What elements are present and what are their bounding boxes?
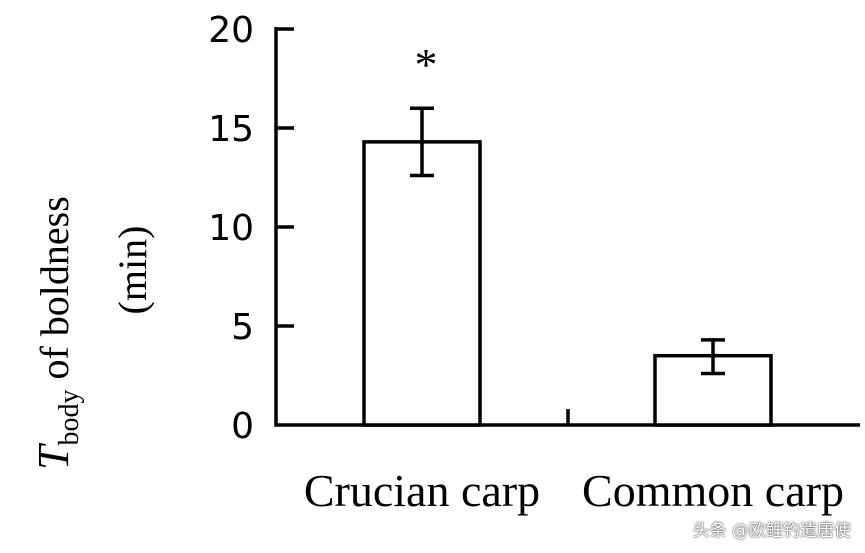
bar-crucian-carp — [362, 140, 482, 427]
y-label-sub: body — [54, 390, 85, 446]
x-category-label: Common carp — [582, 465, 844, 516]
y-axis-unit: (min) — [110, 226, 155, 315]
y-tick-label: 0 — [231, 406, 254, 447]
y-tick-label: 15 — [208, 109, 254, 150]
x-category-label: Crucian carp — [304, 465, 540, 516]
y-label-rest: of boldness — [32, 196, 77, 389]
y-tick-label: 5 — [231, 307, 254, 348]
y-tick-label: 10 — [208, 208, 254, 249]
significance-asterisk: * — [415, 39, 438, 90]
y-tick-label: 20 — [208, 10, 254, 51]
y-axis-label: Tbody of boldness — [29, 196, 85, 470]
y-label-main: T — [29, 442, 78, 470]
watermark: 头条 @欧鲤钓遣唐使 — [692, 521, 851, 541]
